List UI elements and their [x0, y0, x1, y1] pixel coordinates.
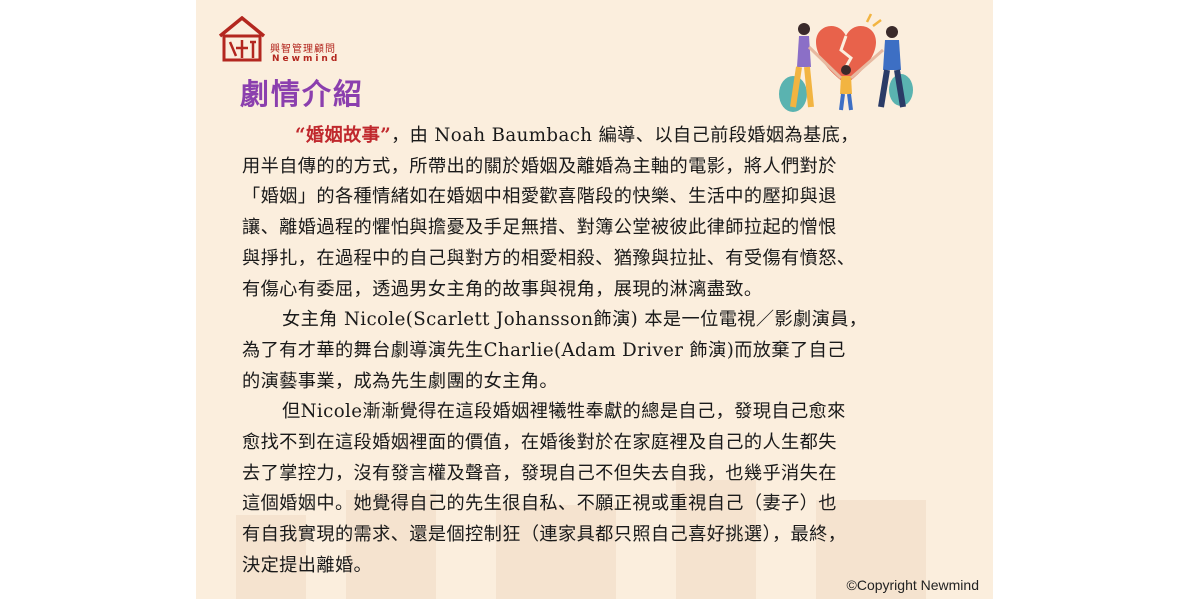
- paragraph-line: 有傷心有委屈，透過男女主角的故事與視角，展現的淋漓盡致。: [242, 278, 763, 300]
- paragraph-line: 用半自傳的的方式，所帶出的關於婚姻及離婚為主軸的電影，將人們對於: [242, 155, 837, 177]
- skyline-shape: [676, 480, 756, 599]
- family-heart-illustration: [779, 13, 913, 112]
- skyline-shape: [236, 515, 306, 599]
- skyline-shape: [816, 500, 926, 599]
- paragraph-line: 與掙扎，在過程中的自己與對方的相愛相殺、猶豫與拉扯、有受傷有憤怒、: [242, 247, 856, 269]
- paragraph-line: 的演藝事業，成為先生劇團的女主角。: [242, 370, 558, 392]
- paragraph-line: 有自我實現的需求、還是個控制狂（連家具都只照自己喜好挑選），最終，: [242, 524, 847, 546]
- brand-name-en: Newmind: [272, 54, 341, 64]
- paragraph-line: 「婚姻」的各種情緒如在婚姻中相愛歡喜階段的快樂、生活中的壓抑與退: [242, 186, 837, 208]
- paragraph-line: 為了有才華的舞台劇導演先生Charlie(Adam Driver 飾演)而放棄了…: [242, 339, 846, 361]
- paragraph-line: 但Nicole漸漸覺得在這段婚姻裡犧牲奉獻的總是自己，發現自己愈來: [282, 401, 846, 423]
- paragraph-line: “婚姻故事”，由 Noah Baumbach 編導、以自己前段婚姻為基底，: [295, 125, 859, 146]
- slide: 興智管理顧問 Newmind 劇情介紹 “婚姻故事”，由 Noah Baumba…: [196, 0, 993, 599]
- brand-logo: 興智管理顧問 Newmind: [216, 16, 356, 66]
- film-title-highlight: “婚姻故事”: [295, 125, 392, 146]
- plot-description: “婚姻故事”，由 Noah Baumbach 編導、以自己前段婚姻為基底， 用半…: [242, 121, 977, 582]
- paragraph-line: 決定提出離婚。: [242, 554, 373, 576]
- paragraph-line: 去了掌控力，沒有發言權及聲音，發現自己不但失去自我，也幾乎消失在: [242, 462, 837, 484]
- skyline-shape: [496, 505, 616, 599]
- paragraph-line: 這個婚姻中。她覺得自己的先生很自私、不願正視或重視自己（妻子）也: [242, 493, 837, 515]
- skyline-shape: [346, 490, 436, 599]
- copyright-notice: ©Copyright Newmind: [846, 577, 979, 593]
- logo-mark-icon: [218, 16, 266, 62]
- paragraph-line: 愈找不到在這段婚姻裡面的價值，在婚後對於在家庭裡及自己的人生都失: [242, 432, 837, 454]
- paragraph-line: 女主角 Nicole(Scarlett Johansson飾演) 本是一位電視／…: [282, 309, 868, 331]
- page-title: 劇情介紹: [240, 77, 365, 111]
- paragraph-line: 讓、離婚過程的懼怕與擔憂及手足無措、對簿公堂被彼此律師拉起的憎恨: [242, 217, 837, 239]
- brand-name-cn: 興智管理顧問: [270, 44, 336, 55]
